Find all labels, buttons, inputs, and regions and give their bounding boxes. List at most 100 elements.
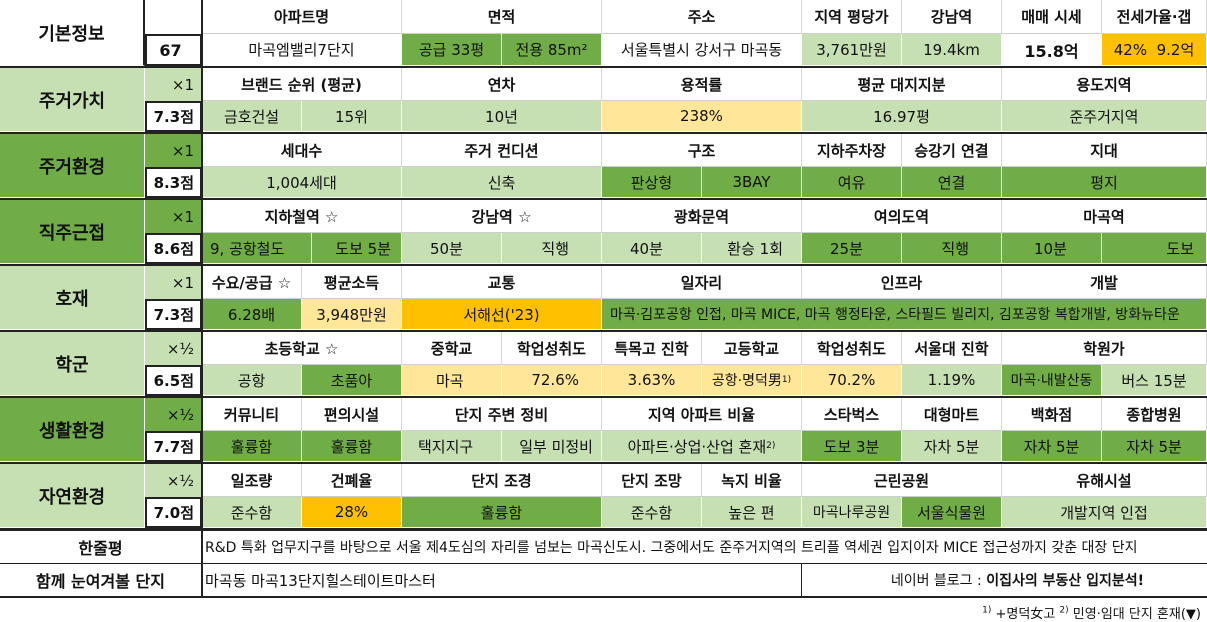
header-special-hs: 특목고 진학 (602, 332, 702, 365)
apt-ratio-text: 아파트·상업·산업 혼재 (627, 437, 767, 456)
header-gwanghwamun: 광화문역 (602, 200, 802, 233)
development-label: 호재 (0, 266, 145, 330)
snu-rate: 1.19% (902, 365, 1002, 396)
summary-label: 한줄평 (0, 531, 202, 563)
elementary-school: 공항 (202, 365, 302, 396)
residential-env-score: 8.3점 (145, 167, 202, 198)
mart: 자차 5분 (902, 431, 1002, 462)
jeonse-ratio-gap: 42% 9.2억 (1102, 34, 1207, 66)
yeouido-time: 25분 (802, 233, 902, 264)
header-subway: 지하철역 ☆ (202, 200, 402, 233)
blog-name: 이집사의 부동산 입지분석! (986, 573, 1144, 589)
residential-value-score: 7.3점 (145, 101, 202, 132)
community: 훌륭함 (202, 431, 302, 462)
header-land-share: 평균 대지지분 (802, 68, 1002, 101)
header-redevelopment: 개발 (1002, 266, 1207, 299)
floor-area-ratio: 238% (602, 101, 802, 132)
bay-count: 3BAY (702, 167, 802, 198)
header-magok: 마곡역 (1002, 200, 1207, 233)
header-households: 세대수 (202, 134, 402, 167)
related-complex: 마곡동 마곡13단지힐스테이트마스터 (202, 564, 802, 597)
area-supply: 공급 33평 (402, 34, 502, 66)
development-score: 7.3점 (145, 299, 202, 330)
header-department: 백화점 (1002, 398, 1102, 431)
divider (0, 198, 1207, 200)
elevator: 연결 (902, 167, 1002, 198)
commute-label: 직주근접 (0, 200, 145, 264)
header-sunlight: 일조량 (202, 464, 302, 497)
header-apt-ratio: 지역 아파트 비율 (602, 398, 802, 431)
apt-ratio: 아파트·상업·산업 혼재 2) (602, 431, 802, 462)
header-jobs: 일자리 (602, 266, 802, 299)
header-apt-name: 아파트명 (202, 0, 402, 34)
surroundings-2: 일부 미정비 (502, 431, 602, 462)
average-income: 3,948만원 (302, 299, 402, 330)
hospital: 자차 5분 (1102, 431, 1207, 462)
header-high-score: 학업성취도 (802, 332, 902, 365)
divider (0, 462, 1207, 464)
living-env-label: 생활환경 (0, 398, 145, 462)
header-income: 평균소득 (302, 266, 402, 299)
landscape: 훌륭함 (402, 497, 602, 528)
header-mart: 대형마트 (902, 398, 1002, 431)
nature-env-score: 7.0점 (145, 497, 202, 528)
apt-name: 마곡엠밸리7단지 (202, 34, 402, 66)
header-community: 커뮤니티 (202, 398, 302, 431)
park-2: 서울식물원 (902, 497, 1002, 528)
hazard-facilities: 개발지역 인접 (1002, 497, 1207, 528)
brand-name: 금호건설 (202, 101, 302, 132)
related-label: 함께 눈여겨볼 단지 (0, 564, 202, 597)
school-multiplier: ×½ (145, 332, 202, 365)
header-middle: 중학교 (402, 332, 502, 365)
residential-env-multiplier: ×1 (145, 134, 202, 167)
divider (0, 330, 1207, 332)
school-label: 학군 (0, 332, 145, 396)
yeouido-mode: 직행 (902, 233, 1002, 264)
header-surroundings: 단지 주변 정비 (402, 398, 602, 431)
gangnam-mode: 직행 (502, 233, 602, 264)
header-price-per-py: 지역 평당가 (802, 0, 902, 34)
gangnam-distance: 19.4km (902, 34, 1002, 66)
header-elevator: 승강기 연결 (902, 134, 1002, 167)
living-env-score: 7.7점 (145, 431, 202, 462)
magok-mode: 도보 (1102, 233, 1207, 264)
gwanghwamun-mode: 환승 1회 (702, 233, 802, 264)
footnote-number-1: 1) (982, 605, 992, 616)
footnote-marker-1: 1) (781, 375, 792, 385)
header-structure: 구조 (602, 134, 802, 167)
high-school: 공항·명덕男 1) (702, 365, 802, 396)
department-store: 자차 5분 (1002, 431, 1102, 462)
surroundings-1: 택지지구 (402, 431, 502, 462)
blog-credit: 네이버 블로그 : 이집사의 부동산 입지분석! (802, 564, 1207, 597)
middle-school-score: 72.6% (502, 365, 602, 396)
footnote-marker-2: 2) (766, 441, 776, 451)
header-area: 면적 (402, 0, 602, 34)
development-multiplier: ×1 (145, 266, 202, 299)
green-ratio: 높은 편 (702, 497, 802, 528)
academy-area: 마곡·내발산동 (1002, 365, 1102, 396)
divider (201, 0, 203, 597)
header-park: 근린공원 (802, 464, 1002, 497)
header-landscape: 단지 조경 (402, 464, 602, 497)
header-infra: 인프라 (802, 266, 1002, 299)
subway-lines: 9, 공항철도 (202, 233, 312, 264)
header-transport: 교통 (402, 266, 602, 299)
header-snu: 서울대 진학 (902, 332, 1002, 365)
header-academy: 학원가 (1002, 332, 1207, 365)
apartment-evaluation-sheet: 기본정보 67 아파트명 면적 주소 지역 평당가 강남역 매매 시세 전세가율… (0, 0, 1207, 598)
sunlight: 준수함 (202, 497, 302, 528)
structure-type: 판상형 (602, 167, 702, 198)
header-condition: 주거 컨디션 (402, 134, 602, 167)
view: 준수함 (602, 497, 702, 528)
area-use: 전용 85m² (502, 34, 602, 66)
header-hospital: 종합병원 (1102, 398, 1207, 431)
transport: 서해선('23) (402, 299, 602, 330)
gwanghwamun-time: 40분 (602, 233, 702, 264)
middle-school: 마곡 (402, 365, 502, 396)
demand-supply: 6.28배 (202, 299, 302, 330)
coverage-ratio: 28% (302, 497, 402, 528)
divider (0, 264, 1207, 266)
starbucks: 도보 3분 (802, 431, 902, 462)
subway-walk: 도보 5분 (312, 233, 402, 264)
header-sale-price: 매매 시세 (1002, 0, 1102, 34)
